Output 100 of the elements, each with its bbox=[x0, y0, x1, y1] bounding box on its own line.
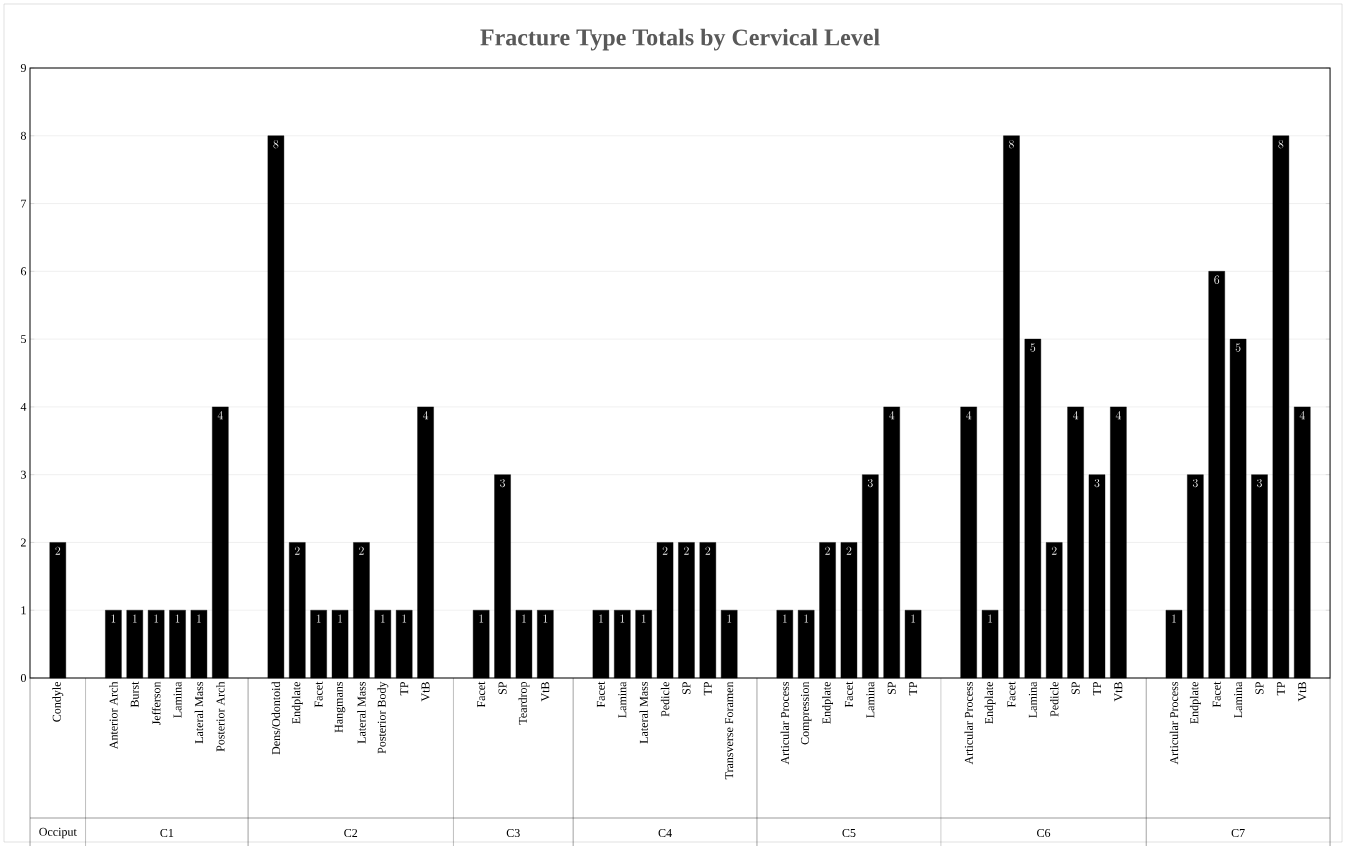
data-label: 4 bbox=[1115, 411, 1121, 420]
data-label: 8 bbox=[1009, 140, 1014, 149]
x-tick-label: Articular Process bbox=[964, 681, 973, 765]
x-tick-label: Facet bbox=[1212, 681, 1221, 708]
x-tick-label: Teardrop bbox=[518, 681, 530, 725]
data-label: 1 bbox=[479, 614, 484, 623]
x-tick-label: Hangmans bbox=[334, 681, 346, 733]
x-tick-label: SP bbox=[887, 682, 896, 695]
data-label: 2 bbox=[684, 546, 689, 555]
x-tick-label: Condyle bbox=[52, 681, 64, 722]
data-label: 2 bbox=[846, 546, 852, 555]
y-tick-label: 7 bbox=[21, 199, 27, 208]
text: Occiput bbox=[39, 827, 77, 839]
text: C7 bbox=[1231, 828, 1245, 838]
data-label: 3 bbox=[1257, 478, 1262, 488]
x-tick-label: SP bbox=[1071, 682, 1080, 695]
text: C5 bbox=[842, 828, 856, 838]
data-label: 4 bbox=[889, 411, 895, 420]
x-tick-label: Jefferson bbox=[151, 681, 161, 726]
y-tick-label: 8 bbox=[20, 131, 26, 140]
x-tick-label: VtB bbox=[1298, 682, 1307, 702]
data-label: 4 bbox=[1299, 411, 1305, 420]
x-tick-label: Lamina bbox=[1234, 681, 1243, 718]
x-tick-label: Endplate bbox=[984, 681, 996, 724]
data-label: 1 bbox=[132, 614, 137, 623]
data-label: 1 bbox=[599, 614, 603, 623]
x-tick-label: Anterior Arch bbox=[109, 681, 118, 750]
x-tick-label: Endplate bbox=[822, 681, 834, 724]
data-label: 1 bbox=[641, 614, 646, 623]
data-label: 2 bbox=[705, 546, 711, 555]
data-label: 1 bbox=[175, 614, 180, 623]
data-label: 1 bbox=[988, 614, 993, 623]
y-tick-label: 2 bbox=[21, 538, 26, 547]
data-label: 1 bbox=[154, 614, 159, 623]
data-label: 3 bbox=[500, 478, 505, 488]
x-tick-label: Lateral Mass bbox=[357, 681, 366, 744]
text: C4 bbox=[658, 828, 672, 838]
data-label: 1 bbox=[402, 614, 407, 623]
x-tick-label: TP bbox=[400, 682, 409, 696]
x-tick-label: Lamina bbox=[1028, 681, 1037, 718]
x-tick-label: Pedicle bbox=[660, 681, 670, 717]
x-tick-label: VtB bbox=[541, 682, 550, 702]
x-tick-label: TP bbox=[1093, 682, 1101, 696]
x-tick-label: SP bbox=[682, 682, 691, 695]
data-label: 1 bbox=[782, 614, 787, 623]
text: C1 bbox=[160, 828, 174, 838]
y-tick-label: 3 bbox=[21, 470, 26, 479]
x-tick-label: Endplate bbox=[1189, 681, 1201, 724]
x-tick-label: Lamina bbox=[173, 681, 182, 718]
x-tick-label: SP bbox=[1255, 682, 1264, 695]
data-label: 1 bbox=[197, 614, 201, 623]
data-label: 3 bbox=[867, 478, 873, 488]
y-tick-label: 4 bbox=[20, 402, 27, 411]
x-tick-label: Pedicle bbox=[1050, 681, 1059, 717]
data-label: 2 bbox=[662, 546, 668, 555]
x-tick-label: Facet bbox=[314, 681, 323, 708]
x-tick-label: Lamina bbox=[618, 681, 627, 718]
data-label: 1 bbox=[111, 614, 116, 623]
data-label: 1 bbox=[727, 614, 732, 623]
x-tick-label: Facet bbox=[596, 681, 605, 708]
x-tick-label: TP bbox=[1276, 682, 1285, 696]
x-tick-label: Articular Process bbox=[780, 681, 790, 765]
data-label: 5 bbox=[1030, 343, 1036, 352]
x-tick-label: Articular Process bbox=[1169, 681, 1179, 765]
data-label: 2 bbox=[55, 546, 61, 555]
data-label: 1 bbox=[380, 614, 385, 623]
y-tick-label: 0 bbox=[20, 673, 26, 683]
x-tick-label: Burst bbox=[130, 681, 139, 708]
x-tick-label: Facet bbox=[844, 681, 853, 708]
data-label: 4 bbox=[966, 411, 972, 420]
x-tick-label: VtB bbox=[1114, 682, 1123, 702]
data-label: 8 bbox=[1278, 140, 1284, 149]
text: C6 bbox=[1037, 828, 1051, 838]
x-tick-label: Endplate bbox=[291, 681, 303, 724]
text: C2 bbox=[344, 828, 358, 838]
x-tick-label: Compression bbox=[800, 681, 812, 745]
y-tick-label: 6 bbox=[20, 267, 27, 276]
data-label: 1 bbox=[911, 614, 916, 623]
x-tick-label: Lateral Mass bbox=[194, 681, 204, 744]
data-label: 1 bbox=[522, 614, 526, 623]
data-label: 8 bbox=[273, 140, 279, 149]
data-label: 4 bbox=[217, 411, 223, 420]
data-label: 6 bbox=[1214, 275, 1220, 284]
x-tick-label: Lateral Mass bbox=[639, 681, 648, 744]
x-tick-label: VtB bbox=[421, 682, 430, 702]
x-tick-label: Dens/Odontoid bbox=[271, 681, 281, 755]
x-tick-label: SP bbox=[498, 682, 507, 695]
x-tick-label: TP bbox=[703, 682, 712, 696]
data-label: 2 bbox=[359, 546, 364, 555]
x-tick-label: Lamina bbox=[866, 681, 875, 718]
data-label: 1 bbox=[620, 614, 625, 623]
x-tick-label: TP bbox=[909, 682, 918, 696]
x-tick-label: Facet bbox=[477, 681, 486, 708]
x-tick-label: Posterior Arch bbox=[216, 681, 225, 752]
y-tick-label: 9 bbox=[20, 63, 26, 73]
chart-title: Fracture Type Totals by Cervical Level bbox=[480, 28, 880, 51]
y-tick-label: 1 bbox=[21, 606, 26, 615]
data-label: 4 bbox=[422, 411, 429, 420]
data-label: 2 bbox=[294, 546, 300, 555]
data-label: 5 bbox=[1235, 343, 1241, 352]
